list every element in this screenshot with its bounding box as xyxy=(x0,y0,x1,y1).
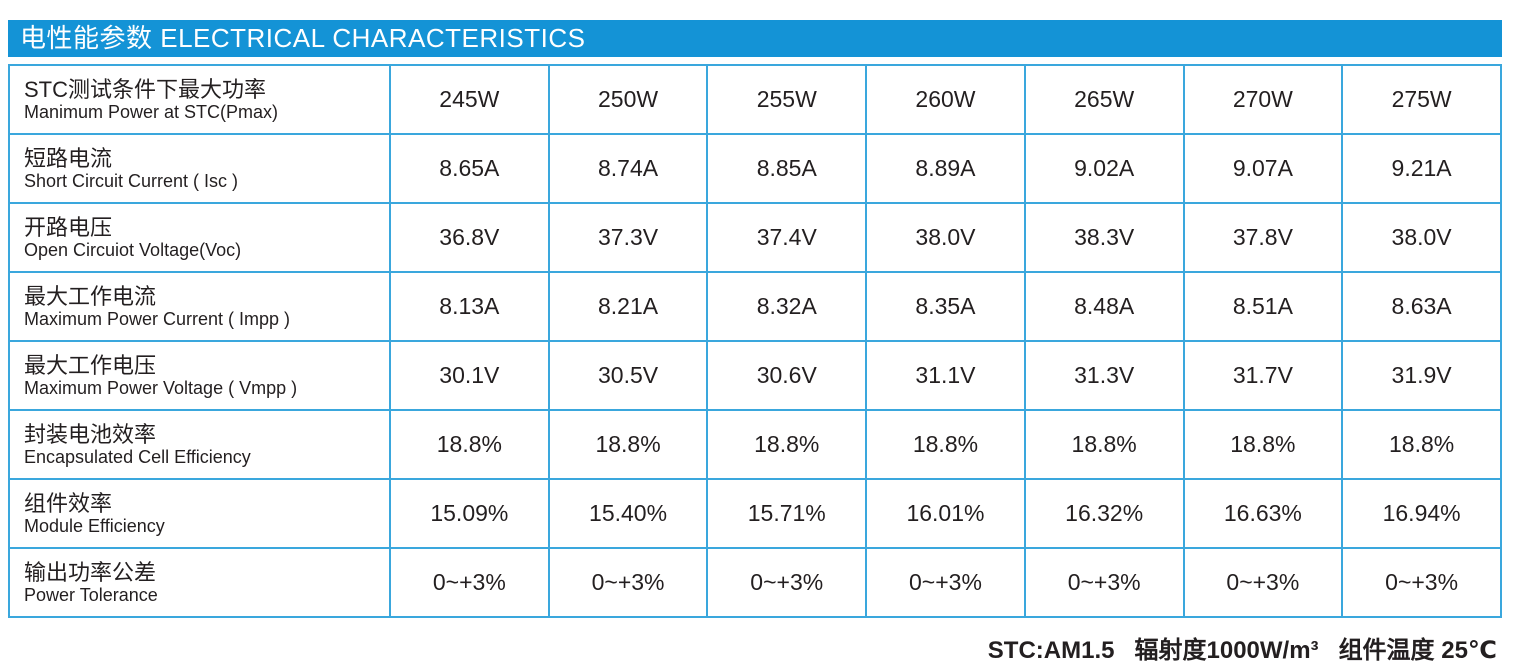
value-cell: 8.21A xyxy=(547,271,709,342)
value-cell: 270W xyxy=(1182,64,1344,135)
row-label-cell: 短路电流 Short Circuit Current ( Isc ) xyxy=(8,133,391,204)
row-label-english: Power Tolerance xyxy=(24,584,158,605)
value-cell: 37.8V xyxy=(1182,202,1344,273)
value-cell: 18.8% xyxy=(547,409,709,480)
value-cell: 18.8% xyxy=(1023,409,1185,480)
value-cell: 16.32% xyxy=(1023,478,1185,549)
row-label-english: Manimum Power at STC(Pmax) xyxy=(24,101,279,122)
row-label-chinese: 封装电池效率 xyxy=(24,421,157,447)
value-cell: 0~+3% xyxy=(1023,547,1185,618)
value-cell: 8.48A xyxy=(1023,271,1185,342)
value-cell: 36.8V xyxy=(389,202,550,273)
value-cell: 0~+3% xyxy=(1182,547,1344,618)
value-cell: 250W xyxy=(547,64,709,135)
value-cell: 275W xyxy=(1341,64,1502,135)
row-label-chinese: 输出功率公差 xyxy=(24,559,157,585)
value-cell: 8.13A xyxy=(389,271,550,342)
row-label-chinese: 最大工作电流 xyxy=(24,283,157,309)
row-label-chinese: STC测试条件下最大功率 xyxy=(24,76,267,102)
value-cell: 265W xyxy=(1023,64,1185,135)
row-label-cell: 开路电压 Open Circuiot Voltage(Voc) xyxy=(8,202,391,273)
row-label-chinese: 开路电压 xyxy=(24,214,113,240)
value-cell: 15.40% xyxy=(547,478,709,549)
row-label-english: Module Efficiency xyxy=(24,515,165,536)
value-cell: 31.3V xyxy=(1023,340,1185,411)
value-cell: 38.0V xyxy=(1341,202,1502,273)
value-cell: 8.74A xyxy=(547,133,709,204)
value-cell: 9.07A xyxy=(1182,133,1344,204)
value-cell: 0~+3% xyxy=(1341,547,1502,618)
value-cell: 38.0V xyxy=(865,202,1026,273)
value-cell: 38.3V xyxy=(1023,202,1185,273)
irradiance-note: 辐射度1000W/m³ xyxy=(1134,637,1319,664)
value-cell: 30.5V xyxy=(547,340,709,411)
value-cell: 15.71% xyxy=(706,478,868,549)
value-cell: 8.35A xyxy=(865,271,1026,342)
table-row: 开路电压 Open Circuiot Voltage(Voc) 36.8V 37.3V… xyxy=(8,202,1502,273)
row-label-cell: 最大工作电流 Maximum Power Current ( Impp ) xyxy=(8,271,391,342)
value-cell: 37.4V xyxy=(706,202,868,273)
row-label-english: Open Circuiot Voltage(Voc) xyxy=(24,239,242,260)
row-label-chinese: 组件效率 xyxy=(24,490,113,516)
value-cell: 31.7V xyxy=(1182,340,1344,411)
value-cell: 8.32A xyxy=(706,271,868,342)
table-row: 短路电流 Short Circuit Current ( Isc ) 8.65A 8.… xyxy=(8,133,1502,204)
row-label-cell: STC测试条件下最大功率 Manimum Power at STC(Pmax) xyxy=(8,64,391,135)
value-cell: 16.63% xyxy=(1182,478,1344,549)
electrical-characteristics-table: STC测试条件下最大功率 Manimum Power at STC(Pmax) 24… xyxy=(8,64,1502,618)
row-label-english: Encapsulated Cell Efficiency xyxy=(24,446,251,467)
value-cell: 18.8% xyxy=(1182,409,1344,480)
value-cell: 8.51A xyxy=(1182,271,1344,342)
value-cell: 255W xyxy=(706,64,868,135)
row-label-chinese: 最大工作电压 xyxy=(24,352,157,378)
value-cell: 30.1V xyxy=(389,340,550,411)
section-title: 电性能参数 ELECTRICAL CHARACTERISTICS xyxy=(20,23,586,53)
value-cell: 0~+3% xyxy=(547,547,709,618)
table-row: 封装电池效率 Encapsulated Cell Efficiency 18.8% 1… xyxy=(8,409,1502,480)
value-cell: 15.09% xyxy=(389,478,550,549)
value-cell: 18.8% xyxy=(865,409,1026,480)
value-cell: 18.8% xyxy=(1341,409,1502,480)
value-cell: 260W xyxy=(865,64,1026,135)
value-cell: 8.63A xyxy=(1341,271,1502,342)
module-temperature-note: 组件温度 25℃ xyxy=(1338,637,1497,664)
value-cell: 16.94% xyxy=(1341,478,1502,549)
row-label-english: Maximum Power Current ( Impp ) xyxy=(24,308,291,329)
value-cell: 9.02A xyxy=(1023,133,1185,204)
value-cell: 245W xyxy=(389,64,550,135)
value-cell: 30.6V xyxy=(706,340,868,411)
row-label-cell: 输出功率公差 Power Tolerance xyxy=(8,547,391,618)
section-title-bar: 电性能参数 ELECTRICAL CHARACTERISTICS xyxy=(8,20,1502,57)
value-cell: 31.9V xyxy=(1341,340,1502,411)
stc-condition: STC:AM1.5 xyxy=(987,637,1115,664)
value-cell: 8.65A xyxy=(389,133,550,204)
table-row: 最大工作电流 Maximum Power Current ( Impp ) 8.13… xyxy=(8,271,1502,342)
value-cell: 37.3V xyxy=(547,202,709,273)
row-label-cell: 封装电池效率 Encapsulated Cell Efficiency xyxy=(8,409,391,480)
value-cell: 9.21A xyxy=(1341,133,1502,204)
table-row: STC测试条件下最大功率 Manimum Power at STC(Pmax) 24… xyxy=(8,64,1502,135)
value-cell: 16.01% xyxy=(865,478,1026,549)
value-cell: 0~+3% xyxy=(706,547,868,618)
table-row: 组件效率 Module Efficiency 15.09% 15.40% 15.71% 1… xyxy=(8,478,1502,549)
row-label-english: Short Circuit Current ( Isc ) xyxy=(24,170,239,191)
value-cell: 8.85A xyxy=(706,133,868,204)
test-conditions-footnote: STC:AM1.5 辐射度1000W/m³ 组件温度 25℃ xyxy=(988,636,1497,666)
table-row: 最大工作电压 Maximum Power Voltage ( Vmpp ) 30.1… xyxy=(8,340,1502,411)
row-label-cell: 最大工作电压 Maximum Power Voltage ( Vmpp ) xyxy=(8,340,391,411)
value-cell: 31.1V xyxy=(865,340,1026,411)
value-cell: 18.8% xyxy=(706,409,868,480)
value-cell: 18.8% xyxy=(389,409,550,480)
value-cell: 0~+3% xyxy=(865,547,1026,618)
table-body: STC测试条件下最大功率 Manimum Power at STC(Pmax) 24… xyxy=(8,64,1502,618)
table-row: 输出功率公差 Power Tolerance 0~+3% 0~+3% 0~+3% 0~+3… xyxy=(8,547,1502,618)
value-cell: 0~+3% xyxy=(389,547,550,618)
value-cell: 8.89A xyxy=(865,133,1026,204)
row-label-chinese: 短路电流 xyxy=(24,145,113,171)
row-label-english: Maximum Power Voltage ( Vmpp ) xyxy=(24,377,298,398)
row-label-cell: 组件效率 Module Efficiency xyxy=(8,478,391,549)
